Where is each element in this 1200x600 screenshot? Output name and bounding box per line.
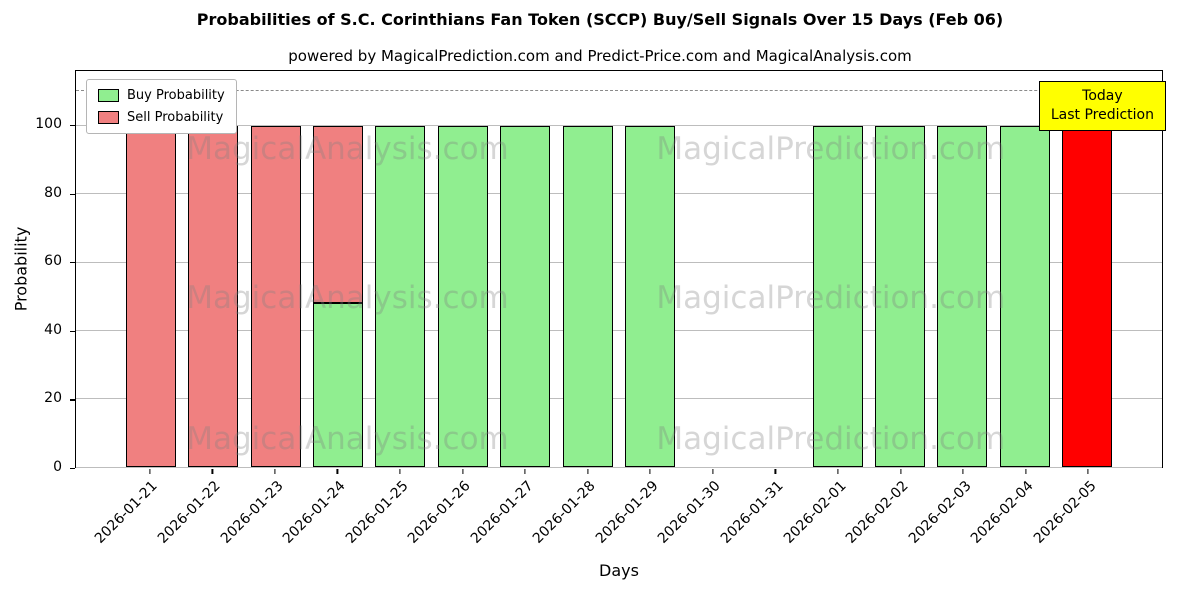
x-tick-mark xyxy=(336,469,339,474)
gridline xyxy=(76,125,1162,127)
x-tick-mark xyxy=(524,469,526,474)
x-axis-ticks: 2026-01-21 2026-01-22 2026-01-23 2026-01-24… xyxy=(75,469,1163,584)
x-tick-mark xyxy=(774,469,776,474)
y-tick-label: 20 xyxy=(44,390,62,407)
bar-segment xyxy=(437,125,488,467)
x-tick-mark xyxy=(587,469,589,474)
x-tick-mark xyxy=(837,469,839,474)
x-tick-mark xyxy=(1025,469,1027,474)
watermark-text: MagicalPrediction.com xyxy=(656,279,1006,316)
plot-area: Buy Probability Sell Probability Today La… xyxy=(75,70,1166,468)
x-tick-label-text: 2026-02-03 xyxy=(905,478,975,547)
y-tick-mark xyxy=(70,193,75,195)
watermark-text: MagicalPrediction.com xyxy=(656,130,1006,167)
bar-segment xyxy=(375,125,426,467)
x-tick-mark xyxy=(962,469,964,474)
bar-segment xyxy=(500,125,551,467)
legend: Buy Probability Sell Probability xyxy=(86,79,237,134)
gridline xyxy=(76,261,1162,263)
bar-segment xyxy=(250,125,301,467)
x-tick-label-text: 2026-02-04 xyxy=(968,478,1037,547)
x-tick-label-text: 2026-01-23 xyxy=(217,478,287,547)
y-tick-mark xyxy=(70,330,75,332)
x-tick-label-text: 2026-01-29 xyxy=(592,478,662,547)
chart-title: Probabilities of S.C. Corinthians Fan To… xyxy=(196,10,1004,29)
x-tick-mark xyxy=(211,469,213,474)
x-tick-mark xyxy=(462,469,464,474)
y-tick-label: 100 xyxy=(35,115,62,132)
x-tick-mark xyxy=(899,469,902,474)
y-tick-label: 60 xyxy=(44,253,62,270)
x-tick-label-text: 2026-02-01 xyxy=(780,478,850,547)
x-tick-label-text: 2026-02-02 xyxy=(842,478,912,547)
legend-item: Buy Probability xyxy=(98,88,225,103)
watermark-text: MagicalAnalysis.com xyxy=(186,130,509,167)
gridline xyxy=(76,398,1162,400)
y-tick-mark xyxy=(70,399,75,401)
bar-segment xyxy=(313,303,363,467)
today-annotation: Today Last Prediction xyxy=(1038,81,1166,131)
x-axis-label: Days xyxy=(599,561,639,580)
x-tick-label-text: 2026-02-05 xyxy=(1030,478,1100,547)
y-tick-mark xyxy=(70,124,75,127)
y-tick-mark xyxy=(70,468,75,470)
bar-segment xyxy=(875,125,925,467)
x-tick-label-text: 2026-01-27 xyxy=(467,478,537,547)
legend-item: Sell Probability xyxy=(98,110,225,125)
x-tick-mark xyxy=(712,469,714,474)
x-tick-mark xyxy=(149,469,151,474)
y-tick-mark xyxy=(70,262,75,264)
bar-segment xyxy=(937,125,988,467)
y-tick-label: 40 xyxy=(44,321,62,338)
x-tick-label-text: 2026-01-24 xyxy=(279,478,349,547)
bar-segment xyxy=(562,125,613,467)
bar-segment xyxy=(188,125,239,467)
x-tick-label-text: 2026-01-26 xyxy=(405,478,474,547)
chart-subtitle: powered by MagicalPrediction.com and Pre… xyxy=(288,47,912,65)
gridline xyxy=(76,466,1162,468)
x-tick-mark xyxy=(274,469,276,474)
watermark-text: MagicalAnalysis.com xyxy=(186,421,509,458)
x-tick-label-text: 2026-01-31 xyxy=(717,478,787,547)
gridline xyxy=(76,329,1162,331)
watermark-text: MagicalAnalysis.com xyxy=(186,279,509,316)
dashed-threshold-line xyxy=(76,90,1162,92)
y-axis-ticks: 0 20 40 60 80 100 xyxy=(0,70,75,475)
legend-label: Buy Probability xyxy=(127,88,225,103)
x-tick-mark xyxy=(1087,469,1089,474)
legend-swatch xyxy=(98,111,119,124)
x-tick-label-text: 2026-01-22 xyxy=(154,478,224,547)
bar-segment xyxy=(1062,125,1113,467)
bar-segment xyxy=(812,125,863,467)
x-tick-mark xyxy=(399,469,401,474)
y-tick-label: 0 xyxy=(53,459,62,475)
gridline xyxy=(76,193,1162,195)
watermark-text: MagicalPrediction.com xyxy=(656,421,1006,458)
x-tick-mark xyxy=(649,469,651,474)
annotation-line1: Today xyxy=(1082,88,1123,104)
annotation-line2: Last Prediction xyxy=(1050,106,1154,123)
x-tick-label-text: 2026-01-21 xyxy=(92,478,162,547)
bar-segment xyxy=(125,125,176,467)
bar-segment xyxy=(999,125,1050,467)
x-tick-label-text: 2026-01-25 xyxy=(342,478,412,547)
x-tick-label-text: 2026-01-28 xyxy=(530,478,600,547)
x-tick-label-text: 2026-01-30 xyxy=(655,478,725,547)
bar-segment xyxy=(625,125,676,467)
legend-label: Sell Probability xyxy=(127,110,224,125)
legend-swatch xyxy=(98,89,119,102)
bar-segment xyxy=(313,125,363,304)
y-tick-label: 80 xyxy=(44,184,62,201)
